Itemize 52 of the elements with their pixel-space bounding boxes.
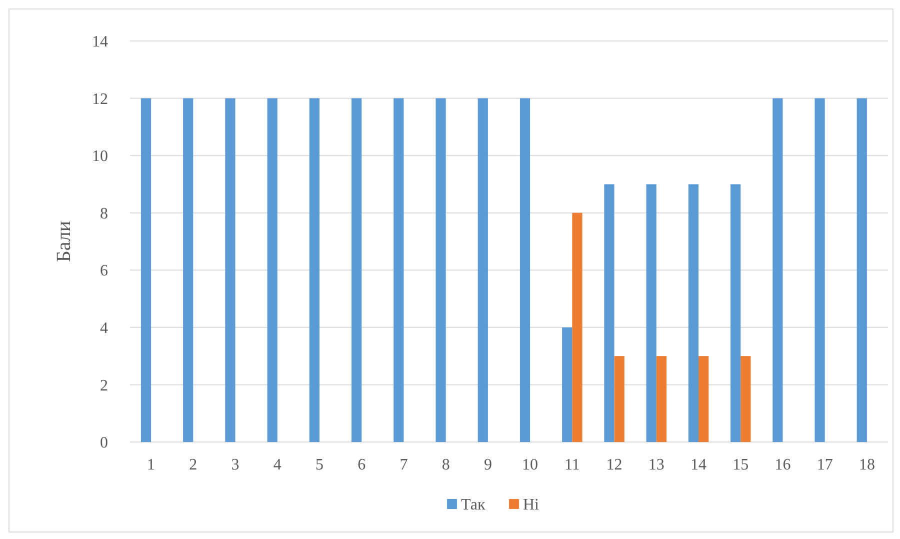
y-tick-label: 12: [92, 90, 108, 108]
y-tick-label: 14: [92, 34, 108, 51]
bar: [856, 98, 867, 442]
x-tick-label: 12: [606, 456, 622, 474]
bar: [614, 356, 624, 442]
x-tick-label: 18: [858, 456, 875, 474]
x-tick-label: 3: [231, 456, 240, 474]
legend-label: Так: [461, 496, 486, 514]
x-tick-label: 8: [442, 456, 450, 474]
y-tick-label: 8: [100, 205, 108, 222]
x-tick-label: 7: [400, 456, 408, 474]
y-tick-label: 2: [100, 377, 108, 394]
x-tick-label: 2: [189, 456, 198, 474]
y-tick-label: 6: [100, 262, 108, 280]
bar: [183, 98, 194, 442]
x-tick-label: 17: [816, 456, 833, 474]
bar: [352, 98, 362, 442]
bar: [604, 184, 614, 442]
x-tick-label: 16: [774, 456, 791, 474]
bar: [740, 356, 751, 442]
x-tick-label: 5: [316, 456, 324, 474]
bar: [698, 356, 709, 442]
bar: [436, 98, 446, 442]
bar: [309, 98, 320, 442]
x-tick-label: 4: [273, 456, 282, 474]
bar: [646, 184, 656, 442]
bar: [267, 98, 278, 442]
bar: [772, 98, 783, 442]
bar: [656, 356, 666, 442]
x-tick-label: 14: [690, 456, 706, 474]
bar: [562, 327, 572, 442]
y-tick-label: 0: [100, 434, 108, 452]
bar: [140, 98, 152, 442]
x-tick-label: 13: [648, 456, 664, 474]
bar: [730, 184, 741, 442]
x-tick-label: 6: [358, 456, 366, 474]
legend-label: Ні: [523, 496, 540, 514]
bar: [572, 212, 582, 442]
bar: [814, 98, 825, 442]
bar: [225, 98, 236, 442]
bar: [520, 98, 530, 442]
bar: [478, 98, 488, 442]
x-tick-label: 9: [484, 456, 492, 474]
y-axis-title: Бали: [53, 220, 75, 262]
bar: [688, 184, 698, 442]
x-tick-label: 11: [564, 456, 580, 474]
x-tick-label: 15: [732, 456, 749, 474]
y-tick-label: 4: [100, 320, 108, 338]
x-tick-label: 1: [147, 456, 156, 474]
bar: [394, 98, 404, 442]
x-tick-label: 10: [522, 456, 538, 474]
y-tick-label: 10: [92, 148, 108, 166]
